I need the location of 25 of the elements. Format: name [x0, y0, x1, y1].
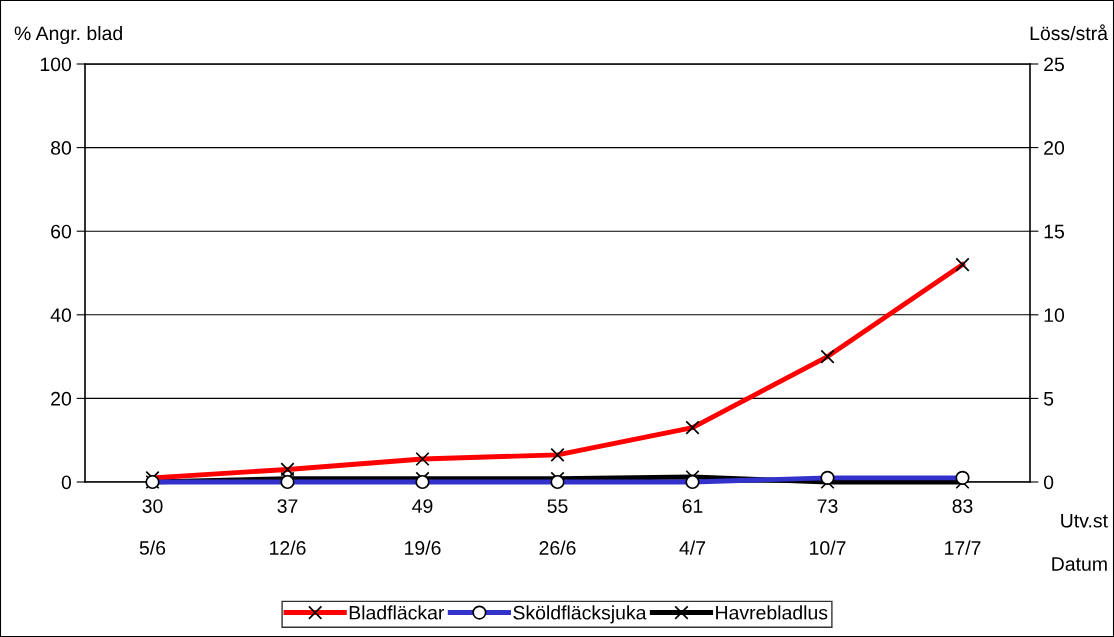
- y-axis-title: % Angr. blad: [14, 25, 122, 45]
- y2-tick-label: 25: [1044, 57, 1065, 72]
- text: Utv.st Datum: [1052, 514, 1108, 571]
- category-label: 30 5/6: [139, 499, 166, 555]
- y-tick-label: 80: [51, 141, 72, 155]
- category-label: 73 10/7: [810, 499, 846, 555]
- y2-tick-label: 10: [1044, 308, 1065, 323]
- y2-tick-label: 20: [1044, 141, 1065, 155]
- legend-label: Sköldfläcksjuka: [513, 605, 647, 624]
- y-tick-label: 60: [51, 224, 72, 239]
- y2-tick-label: 15: [1044, 224, 1065, 239]
- y2-tick-label: 5: [1043, 392, 1054, 406]
- legend-label: Bladfläckar: [349, 605, 445, 620]
- category-label: 83 17/7: [945, 499, 981, 555]
- category-label: 49 19/6: [405, 499, 441, 555]
- category-label: 55 26/6: [539, 499, 576, 555]
- y-tick-label: 40: [50, 308, 72, 323]
- y2-axis-title: Löss/strå: [1030, 24, 1108, 41]
- legend-label: Havrebladlus: [716, 605, 828, 620]
- y2-tick-label: 0: [1043, 475, 1054, 490]
- y-tick-label: 0: [61, 475, 72, 490]
- y-tick-label: 100: [40, 57, 72, 72]
- category-label: 61 4/7: [679, 499, 706, 555]
- category-label: 37 12/6: [270, 499, 306, 555]
- y-tick-label: 20: [51, 391, 72, 406]
